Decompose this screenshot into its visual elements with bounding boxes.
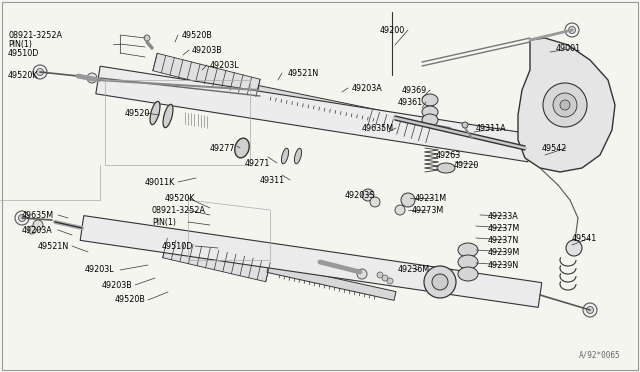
Text: 49520B: 49520B [115,295,146,305]
Text: 49231M: 49231M [415,193,447,202]
Text: 49520B: 49520B [182,31,213,39]
Text: 49203A: 49203A [22,225,52,234]
Circle shape [33,220,43,230]
Text: 49239N: 49239N [488,260,519,269]
Text: 49520K: 49520K [165,193,195,202]
Ellipse shape [235,138,249,158]
Circle shape [33,65,47,79]
Text: 49277: 49277 [210,144,236,153]
Ellipse shape [422,114,438,126]
Text: 49541: 49541 [572,234,597,243]
Circle shape [462,122,468,128]
Circle shape [387,278,393,284]
Text: 49001: 49001 [556,44,581,52]
Circle shape [543,83,587,127]
Polygon shape [368,110,430,143]
Text: 49520K: 49520K [8,71,38,80]
Text: 49542: 49542 [542,144,568,153]
Ellipse shape [422,106,438,118]
Text: 49237M: 49237M [488,224,520,232]
Circle shape [144,35,150,41]
Polygon shape [518,38,615,172]
Text: 49311A: 49311A [476,124,507,132]
Polygon shape [267,264,396,301]
Circle shape [566,240,582,256]
Circle shape [28,226,36,234]
Circle shape [565,23,579,37]
Text: 49233A: 49233A [488,212,519,221]
Circle shape [19,215,26,221]
Text: 49521N: 49521N [288,68,319,77]
Circle shape [362,189,374,201]
Text: 49203S: 49203S [345,190,376,199]
Text: 49510D: 49510D [162,241,193,250]
Circle shape [560,100,570,110]
Text: 49220: 49220 [454,160,479,170]
Circle shape [377,272,383,278]
Polygon shape [163,238,270,282]
Text: 49520: 49520 [125,109,150,118]
Ellipse shape [458,255,478,269]
Text: 49203A: 49203A [352,83,383,93]
Circle shape [382,275,388,281]
Polygon shape [153,53,260,97]
Circle shape [583,303,597,317]
Circle shape [586,307,593,314]
Circle shape [395,205,405,215]
Ellipse shape [163,105,173,128]
Text: 49011K: 49011K [145,177,175,186]
Ellipse shape [422,94,438,106]
Text: 49239M: 49239M [488,247,520,257]
Circle shape [15,211,29,225]
Text: 49263: 49263 [436,151,461,160]
Text: 49236M: 49236M [398,266,430,275]
Circle shape [36,68,44,76]
Circle shape [87,73,97,83]
Text: 49237N: 49237N [488,235,519,244]
Text: 49521N: 49521N [38,241,69,250]
Ellipse shape [437,163,455,173]
Ellipse shape [282,148,289,164]
Ellipse shape [294,148,301,164]
Text: 49203L: 49203L [210,61,239,70]
Circle shape [568,26,575,33]
Circle shape [553,93,577,117]
Text: 49510D: 49510D [8,48,40,58]
Ellipse shape [150,101,160,125]
Circle shape [357,269,367,279]
Text: 49203L: 49203L [85,266,115,275]
Text: 49635M: 49635M [22,211,54,219]
Circle shape [424,266,456,298]
Text: 49635M: 49635M [362,124,394,132]
Polygon shape [257,86,396,122]
Text: PIN(1): PIN(1) [152,218,176,227]
Circle shape [370,197,380,207]
Circle shape [401,193,415,207]
Text: A/92*0065: A/92*0065 [579,351,620,360]
Text: 49203B: 49203B [192,45,223,55]
Text: 49273M: 49273M [412,205,444,215]
Text: PIN(1): PIN(1) [8,39,32,48]
Text: 49200: 49200 [380,26,405,35]
Text: 49369: 49369 [402,86,428,94]
Text: 08921-3252A: 08921-3252A [8,31,62,39]
Text: 08921-3252A: 08921-3252A [152,205,206,215]
Text: 49361: 49361 [398,97,423,106]
Polygon shape [96,66,532,162]
Text: 49311: 49311 [260,176,285,185]
Ellipse shape [458,243,478,257]
Ellipse shape [458,267,478,281]
Circle shape [432,274,448,290]
Text: 49203B: 49203B [102,280,132,289]
Text: 49271: 49271 [245,158,270,167]
Polygon shape [80,216,542,307]
